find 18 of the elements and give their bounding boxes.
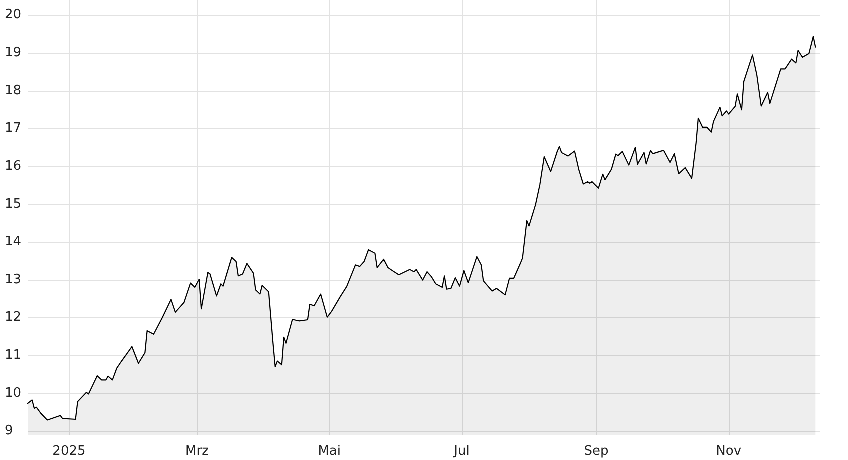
y-tick-label: 11 (5, 348, 22, 364)
x-tick-label: Nov (716, 444, 742, 459)
x-tick-label: 2025 (52, 444, 86, 459)
x-tick-label: Jul (453, 444, 470, 459)
y-tick-label: 15 (5, 196, 22, 212)
y-tick-label: 20 (5, 8, 22, 23)
y-tick-label: 9 (5, 424, 14, 439)
x-tick-label: Mai (318, 444, 342, 459)
y-tick-label: 12 (5, 310, 22, 326)
y-tick-label: 16 (5, 158, 22, 174)
y-tick-label: 19 (5, 45, 22, 60)
y-tick-label: 14 (5, 234, 22, 250)
y-tick-label: 10 (5, 386, 22, 401)
y-tick-label: 13 (5, 272, 22, 288)
x-tick-label: Sep (584, 444, 609, 459)
y-tick-label: 18 (5, 83, 22, 98)
x-tick-label: Mrz (186, 444, 210, 459)
y-tick-label: 17 (5, 121, 22, 136)
